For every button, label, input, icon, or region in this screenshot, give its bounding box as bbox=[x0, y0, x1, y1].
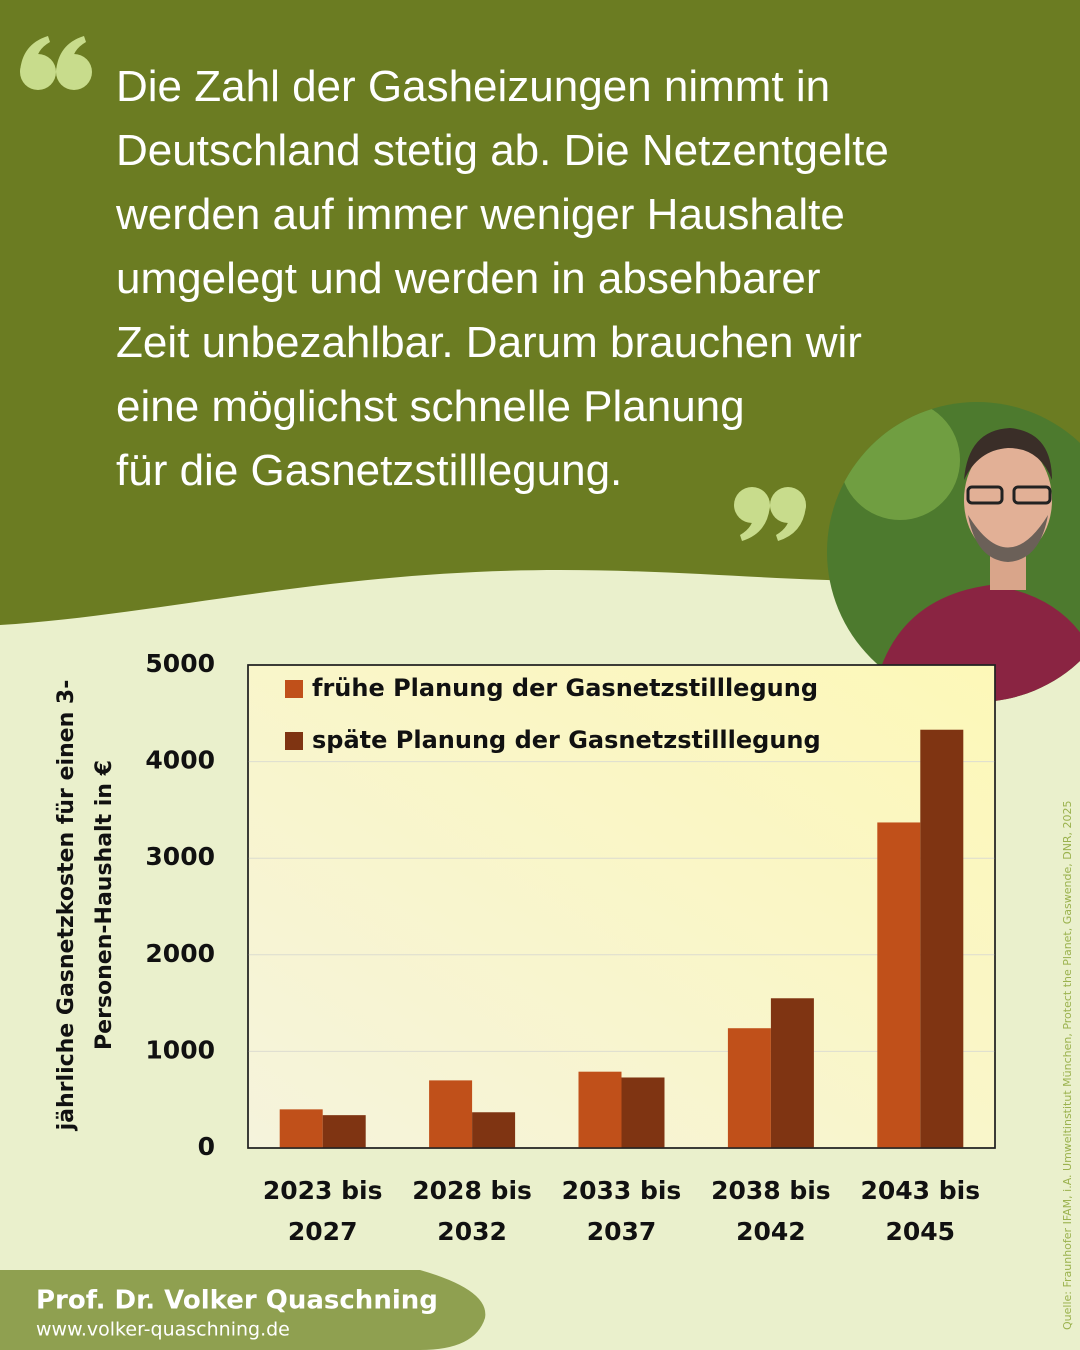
author-banner bbox=[0, 1270, 486, 1350]
bar bbox=[578, 1071, 622, 1148]
quote-line: eine möglichst schnelle Planung bbox=[116, 382, 745, 431]
plot-area bbox=[247, 664, 996, 1149]
bar bbox=[279, 1109, 323, 1148]
bar bbox=[727, 1028, 771, 1148]
source: Quelle: Fraunhofer IFAM, i.A. Umweltinst… bbox=[1061, 800, 1074, 1330]
header-background bbox=[0, 0, 1080, 625]
bar bbox=[472, 1112, 516, 1148]
plot-frame bbox=[247, 664, 996, 1149]
bar bbox=[877, 822, 921, 1148]
quote-line: für die Gasnetzstilllegung. bbox=[116, 446, 623, 495]
y-tick-label: 4000 bbox=[145, 746, 215, 775]
legend-swatch bbox=[285, 732, 303, 750]
quote-mark-open bbox=[20, 36, 92, 90]
quote-line: Deutschland stetig ab. Die Netzentgelte bbox=[116, 126, 889, 175]
quote-line: Die Zahl der Gasheizungen nimmt in bbox=[116, 62, 831, 111]
quote-line: umgelegt und werden in absehbarer bbox=[116, 254, 821, 303]
bar bbox=[621, 1077, 665, 1148]
y-tick-label: 2000 bbox=[145, 939, 215, 968]
x-tick-label: 2028 bis 2032 bbox=[412, 1176, 532, 1246]
bar bbox=[770, 998, 814, 1148]
y-tick-label: 3000 bbox=[145, 842, 215, 871]
x-tick-label: 2023 bis 2027 bbox=[262, 1176, 383, 1246]
y-tick-label: 5000 bbox=[145, 649, 215, 678]
quote-line: werden auf immer weniger Haushalte bbox=[116, 190, 845, 239]
x-tick-label: 2038 bis 2042 bbox=[711, 1176, 831, 1246]
y-tick-label: 0 bbox=[198, 1132, 215, 1161]
x-tick-label: 2043 bis 2045 bbox=[860, 1176, 981, 1246]
bar bbox=[920, 729, 964, 1148]
x-tick-label: 2033 bis 2037 bbox=[561, 1176, 682, 1246]
quote-line: Zeit unbezahlbar. Darum brauchen wir bbox=[116, 318, 862, 367]
bar bbox=[322, 1115, 366, 1148]
quote-mark-close bbox=[734, 487, 806, 541]
y-tick-label: 1000 bbox=[145, 1035, 215, 1064]
legend-swatch bbox=[285, 680, 303, 698]
author: Prof. Dr. Volker Quaschning bbox=[36, 1286, 438, 1316]
legend-label: späte Planung der Gasnetzstilllegung bbox=[312, 726, 821, 754]
y-axis-label: jährliche Gasnetzkosten für einen 3-Pers… bbox=[54, 679, 117, 1131]
bar bbox=[429, 1080, 473, 1148]
website: www.volker-quaschning.de bbox=[36, 1319, 290, 1341]
legend-label: frühe Planung der Gasnetzstilllegung bbox=[312, 674, 818, 702]
